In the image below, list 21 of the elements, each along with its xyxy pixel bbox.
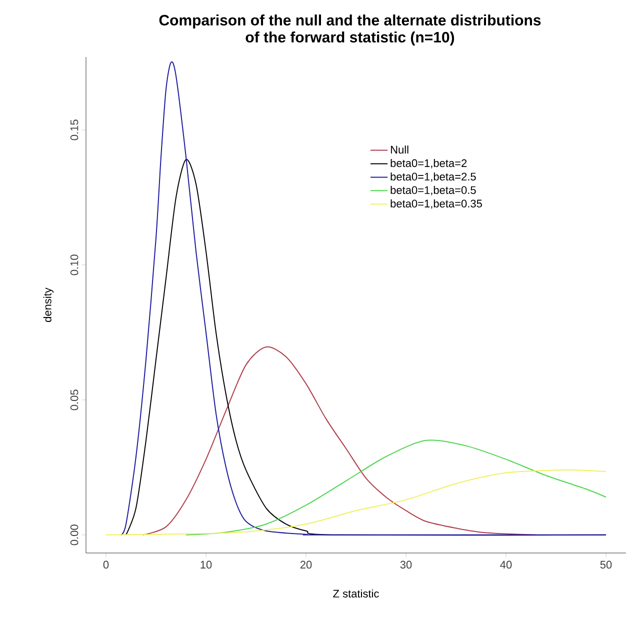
x-tick-label: 10 — [200, 560, 212, 569]
legend-label: Null — [390, 146, 408, 154]
x-tick-label: 0 — [103, 560, 109, 569]
y-tick-label: 0.15 — [70, 120, 78, 140]
legend-label: beta0=1,beta=0.5 — [390, 186, 476, 196]
line-series — [106, 469, 606, 536]
chart-title: Comparison of the null and the alternate distributions of the forward statistic (n=10) — [159, 14, 541, 46]
y-tick-label: 0.00 — [70, 524, 78, 546]
y-tick-label: 0.05 — [70, 390, 78, 410]
x-tick-label: 20 — [300, 560, 312, 569]
y-tick-label: 0.10 — [70, 254, 78, 276]
x-tick-label: 50 — [600, 560, 612, 569]
legend-label: beta0=1,beta=2.5 — [390, 172, 476, 182]
legend-label: beta0=1,beta=2 — [390, 158, 467, 168]
x-tick-label: 30 — [400, 560, 412, 569]
y-axis-title: density — [43, 288, 54, 322]
x-axis-title: Z statistic — [333, 589, 379, 598]
legend-label: beta0=1,beta=0.35 — [390, 199, 482, 209]
line-series — [186, 440, 606, 536]
line-series — [120, 62, 606, 536]
x-tick-label: 40 — [500, 560, 512, 569]
